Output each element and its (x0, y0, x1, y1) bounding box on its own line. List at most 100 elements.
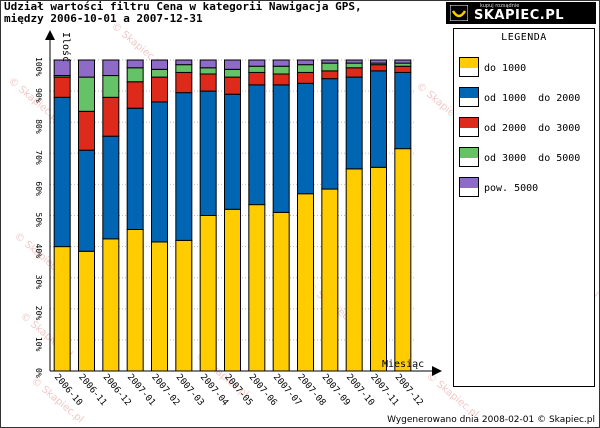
bar-segment (78, 59, 95, 78)
bar-segment (199, 215, 217, 372)
bar-segment (394, 71, 412, 150)
y-tick-label: 90% (34, 88, 43, 103)
y-axis-label: Ilość (60, 32, 72, 62)
legend-title: LEGENDA (501, 32, 547, 43)
y-tick-label: 30% (34, 275, 43, 290)
bar-segment (53, 246, 71, 372)
legend-item-od-1000-do-2000: od 1000 do 2000 (459, 87, 591, 107)
bar-segment (224, 76, 241, 95)
legend-label: od 3000 do 5000 (484, 153, 581, 164)
bar-segment (394, 148, 412, 372)
bar-segment (151, 68, 168, 78)
bar-segment (297, 82, 314, 195)
logo-name: SKAPIEC.PL (474, 8, 565, 23)
bar-segment (224, 68, 241, 78)
x-tick-labels: 2006-102006-112006-122007-012007-022007-… (52, 373, 425, 408)
axes (45, 30, 442, 376)
bar-segment (78, 110, 95, 151)
y-tick-label: 70% (34, 150, 43, 165)
bar-segment (345, 168, 363, 372)
bar-segment (272, 84, 290, 213)
bar-segment (297, 59, 314, 66)
y-axis-arrow (45, 30, 55, 40)
bar-segment (175, 92, 193, 241)
bar-segment (175, 71, 193, 94)
bar-segment (370, 64, 387, 72)
bar-segment (370, 59, 387, 64)
bar-segment (175, 59, 193, 66)
bar-segment (53, 59, 71, 77)
bar-segment (248, 59, 266, 67)
bar-segment (175, 64, 193, 73)
bar-segment (224, 59, 241, 70)
legend-swatch (459, 177, 479, 197)
legend-swatch (459, 87, 479, 107)
bar-segment (151, 59, 168, 70)
bar-segment (345, 67, 363, 78)
bar-segment (102, 96, 120, 137)
title-line-2: między 2006-10-01 a 2007-12-31 (4, 12, 203, 25)
bar-segment (321, 62, 339, 72)
bar-segment (78, 76, 95, 112)
y-tick-label: 40% (34, 244, 43, 259)
bar-segment (175, 239, 193, 372)
bar-segment (394, 59, 412, 64)
bar-segment (78, 149, 95, 252)
bar-segment (321, 70, 339, 80)
bar-segment (102, 238, 120, 372)
bar-segment (126, 228, 144, 372)
bar-segment (272, 73, 290, 86)
logo-smile-icon (450, 5, 468, 21)
legend-item-pow-5000: pow. 5000 (459, 177, 591, 197)
legend-label: od 1000 do 2000 (484, 93, 581, 104)
bar-segment (297, 64, 314, 73)
title-line-1: Udział wartości filtru Cena w kategorii … (4, 0, 362, 13)
y-tick-labels: 0% 10% 20% 30% 40% 50% 60% 70% 80% 90% 100% (34, 57, 43, 378)
logo-tagline: kupuj rozsądnie (480, 3, 520, 9)
bar-segment (151, 241, 168, 372)
legend-label: do 1000 (484, 63, 527, 74)
bar-segment (248, 65, 266, 73)
bar-segment (321, 188, 339, 372)
bar-segment (224, 93, 241, 210)
bar-segment (345, 62, 363, 69)
bar-segment (126, 67, 144, 83)
bar-segment (224, 208, 241, 372)
legend: LEGENDA do 1000 od 1000 do 2000 od 2000 … (453, 28, 595, 387)
bar-segment (345, 59, 363, 64)
legend-label: pow. 5000 (484, 183, 539, 194)
legend-swatch (459, 147, 479, 167)
bar-segment (345, 76, 363, 170)
bar-segment (321, 78, 339, 190)
bar-segment (102, 135, 120, 240)
bar-segment (53, 96, 71, 248)
bar-segment (370, 166, 387, 372)
skapiec-logo[interactable]: kupuj rozsądnie SKAPIEC.PL (446, 2, 596, 24)
y-tick-label: 100% (34, 57, 43, 76)
bar-segment (272, 211, 290, 372)
legend-item-od-2000-do-3000: od 2000 do 3000 (459, 117, 591, 137)
bar-segment (102, 59, 120, 77)
bars (53, 59, 412, 372)
bar-segment (53, 76, 71, 98)
bar-segment (272, 65, 290, 75)
bar-segment (126, 107, 144, 230)
legend-swatch (459, 57, 479, 77)
bar-segment (102, 75, 120, 98)
chart-title: Udział wartości filtru Cena w kategorii … (4, 1, 362, 25)
y-tick-label: 0% (34, 368, 43, 378)
y-tick-label: 80% (34, 119, 43, 134)
bar-segment (248, 84, 266, 206)
bar-segment (297, 193, 314, 372)
bar-segment (321, 59, 339, 64)
bar-segment (297, 71, 314, 84)
bar-segment (126, 81, 144, 109)
y-tick-label: 50% (34, 213, 43, 228)
bar-segment (370, 70, 387, 168)
y-tick-label: 10% (34, 337, 43, 352)
bar-segment (151, 101, 168, 243)
bar-segment (199, 59, 217, 69)
x-axis-label: Miesiąc (382, 359, 424, 370)
bar-segment (126, 59, 144, 69)
